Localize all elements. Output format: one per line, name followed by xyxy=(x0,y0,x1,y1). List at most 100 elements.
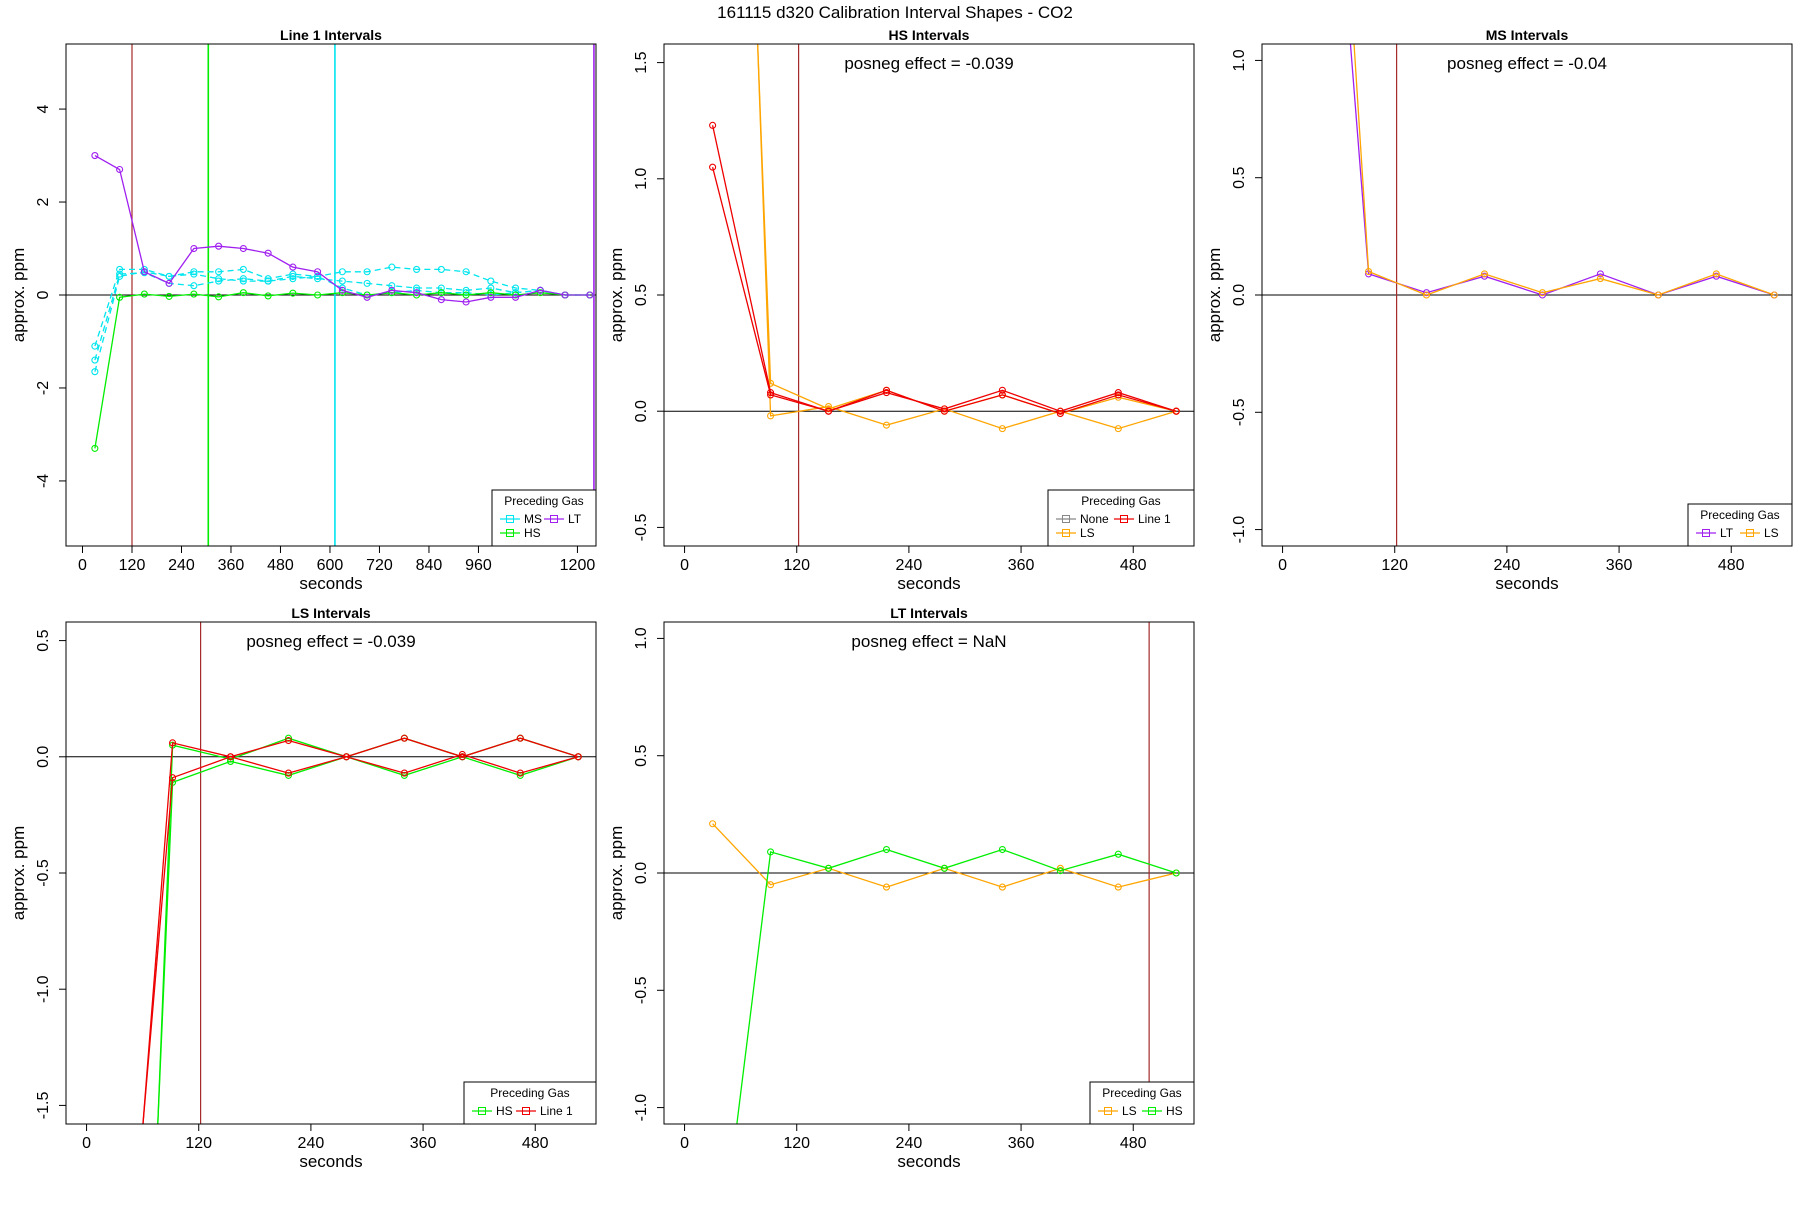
series-line-hs xyxy=(157,737,579,1124)
legend-title: Preceding Gas xyxy=(490,1086,569,1100)
data-point xyxy=(264,249,272,257)
data-point xyxy=(264,277,272,285)
data-point xyxy=(437,289,445,297)
panel-title: LT Intervals xyxy=(890,605,968,621)
data-point xyxy=(284,734,293,742)
data-point xyxy=(882,389,891,397)
data-point xyxy=(1351,34,1357,40)
y-tick-label: 4 xyxy=(35,105,52,114)
data-point xyxy=(733,1128,739,1134)
data-point xyxy=(516,771,524,779)
legend-item: HS xyxy=(524,526,541,540)
series-line-ls xyxy=(757,44,1177,415)
panel-title: HS Intervals xyxy=(889,27,970,43)
data-point xyxy=(155,1126,161,1132)
y-tick-label: 2 xyxy=(35,197,52,206)
legend-swatch-marker xyxy=(1746,529,1754,537)
data-point xyxy=(709,121,717,129)
data-point xyxy=(487,293,495,301)
series-line-lt xyxy=(94,155,590,303)
data-point xyxy=(116,265,124,273)
data-point xyxy=(215,242,223,250)
data-point xyxy=(767,848,775,856)
series-line-hs xyxy=(736,848,1177,1124)
data-point xyxy=(754,36,760,42)
data-point xyxy=(536,286,544,294)
data-point xyxy=(314,268,322,276)
posneg-annotation: posneg effect = -0.039 xyxy=(844,54,1013,73)
legend-item: LS xyxy=(1764,526,1779,540)
plot-area xyxy=(66,44,596,546)
x-tick-label: 1200 xyxy=(560,557,596,574)
data-point xyxy=(462,268,470,276)
legend-swatch-marker xyxy=(1148,1107,1156,1115)
data-point xyxy=(140,268,148,276)
series-line-ms xyxy=(94,266,590,347)
data-point xyxy=(767,389,775,397)
legend: Preceding Gas LS HS xyxy=(1089,1081,1195,1125)
data-point xyxy=(1114,425,1122,433)
data-point xyxy=(239,265,247,273)
data-point xyxy=(437,284,445,292)
legend-item: HS xyxy=(1166,1104,1183,1118)
legend-swatch-marker xyxy=(1104,1107,1112,1115)
x-tick-label: 600 xyxy=(317,557,344,574)
data-point xyxy=(516,769,524,777)
y-tick-label: -0.5 xyxy=(633,976,650,1004)
x-tick-label: 840 xyxy=(416,557,443,574)
y-tick-label: 0 xyxy=(35,290,52,299)
data-point xyxy=(512,284,520,292)
legend: Preceding Gas None Line 1 LS xyxy=(1047,489,1195,547)
legend-title: Preceding Gas xyxy=(1700,508,1779,522)
legend-item: MS xyxy=(524,512,542,526)
x-tick-label: 120 xyxy=(1381,557,1408,574)
x-axis-label: seconds xyxy=(299,574,362,593)
data-point xyxy=(215,293,223,301)
data-point xyxy=(487,291,495,299)
x-tick-label: 120 xyxy=(185,1135,212,1152)
data-point xyxy=(165,292,173,300)
data-point xyxy=(998,425,1006,433)
data-point xyxy=(363,293,371,301)
data-point xyxy=(1172,869,1180,877)
data-point xyxy=(998,883,1006,891)
data-point xyxy=(940,864,948,872)
legend-item: None xyxy=(1080,512,1109,526)
data-point xyxy=(1114,883,1122,891)
data-point xyxy=(487,289,495,297)
data-point xyxy=(239,277,247,285)
data-point xyxy=(1770,291,1778,299)
data-point xyxy=(882,386,891,394)
y-tick-label: 1.0 xyxy=(1231,49,1248,71)
y-tick-label: 1.5 xyxy=(633,51,650,73)
data-point xyxy=(940,407,948,415)
panel-3: 0 120 240 360 480 -1.0 -0.5 0.0 0.5 1.0 seconds app… xyxy=(1205,27,1793,593)
plot-frame xyxy=(663,43,1195,547)
plot-area xyxy=(664,622,1194,1134)
x-tick-label: 720 xyxy=(366,557,393,574)
data-point xyxy=(824,407,833,415)
data-point xyxy=(314,272,322,280)
legend-item: HS xyxy=(496,1104,513,1118)
series-line-ls xyxy=(1353,44,1775,296)
y-tick-label: 0.0 xyxy=(1231,284,1248,306)
y-tick-label: 1.0 xyxy=(633,168,650,190)
data-point xyxy=(487,277,495,285)
y-tick-label: -1.0 xyxy=(633,1094,650,1122)
data-point xyxy=(998,386,1006,394)
data-point xyxy=(882,883,891,891)
data-point xyxy=(462,291,470,299)
legend-title: Preceding Gas xyxy=(1102,1086,1181,1100)
x-tick-label: 360 xyxy=(1008,1135,1035,1152)
data-point xyxy=(462,286,470,294)
data-point xyxy=(314,291,322,299)
data-point xyxy=(338,277,346,285)
data-point xyxy=(1538,291,1546,299)
data-point xyxy=(342,753,350,761)
series-line-line-1 xyxy=(711,167,1177,415)
data-point xyxy=(998,845,1006,854)
data-point xyxy=(413,291,421,299)
data-point xyxy=(289,289,297,297)
data-point xyxy=(998,391,1006,399)
data-point xyxy=(289,263,297,271)
